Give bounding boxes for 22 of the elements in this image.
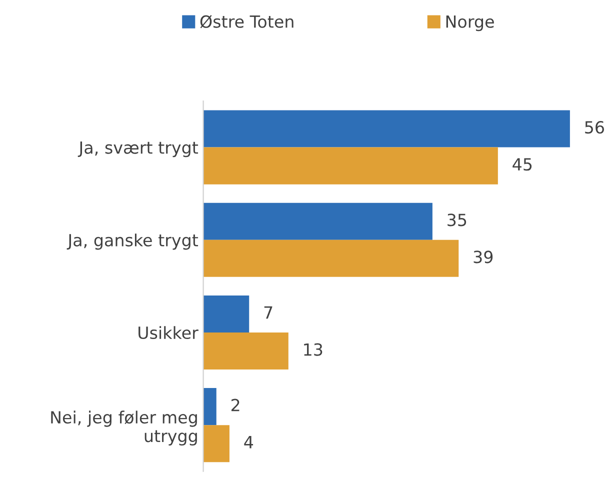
bar [203,147,498,184]
data-label: 7 [264,306,272,319]
y-tick-label: Ja, svært trygt [78,141,198,158]
data-label: 2 [231,398,240,412]
bar [203,332,288,370]
data-label: 35 [448,214,466,226]
bar [203,425,230,462]
data-label: 4 [244,436,254,448]
bar [203,240,459,277]
legend-label: Norge [446,16,494,32]
data-label: 56 [585,121,604,134]
legend-label: Østre Toten [200,14,294,28]
y-tick-label: Nei, jeg føler meg utrygg [51,410,197,446]
y-tick-label: Usikker [138,326,198,340]
data-label: 39 [474,250,493,264]
y-tick-label: Ja, ganske trygt [66,234,198,250]
bar [203,202,432,240]
data-label: 45 [512,158,532,171]
data-label: 13 [304,343,322,356]
bar [203,295,250,332]
bar [203,388,216,426]
bar [203,110,570,148]
